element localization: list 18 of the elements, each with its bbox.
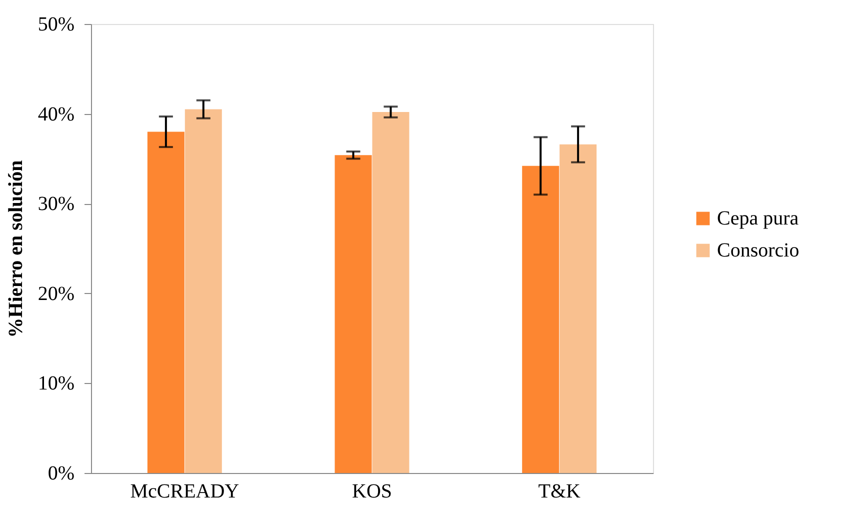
x-tick-label: KOS (352, 480, 392, 502)
y-tick-label: 30% (38, 193, 74, 216)
y-tick-label: 40% (38, 103, 74, 126)
bar (372, 112, 410, 473)
y-tick-label: 10% (38, 372, 74, 395)
bar (334, 155, 372, 473)
y-tick-label: 20% (38, 282, 74, 305)
y-tick-label: 0% (48, 462, 74, 484)
y-tick-label: 50% (38, 14, 74, 36)
bar (522, 166, 560, 473)
legend-label: Cepa pura (717, 208, 799, 230)
legend-label: Consorcio (717, 240, 800, 262)
y-axis-title: %Hierro en solución (4, 160, 27, 338)
bar (560, 144, 597, 473)
bar (147, 132, 184, 473)
x-tick-label: McCREADY (130, 480, 240, 502)
bar (184, 109, 222, 473)
x-tick-label: T&K (538, 480, 581, 502)
